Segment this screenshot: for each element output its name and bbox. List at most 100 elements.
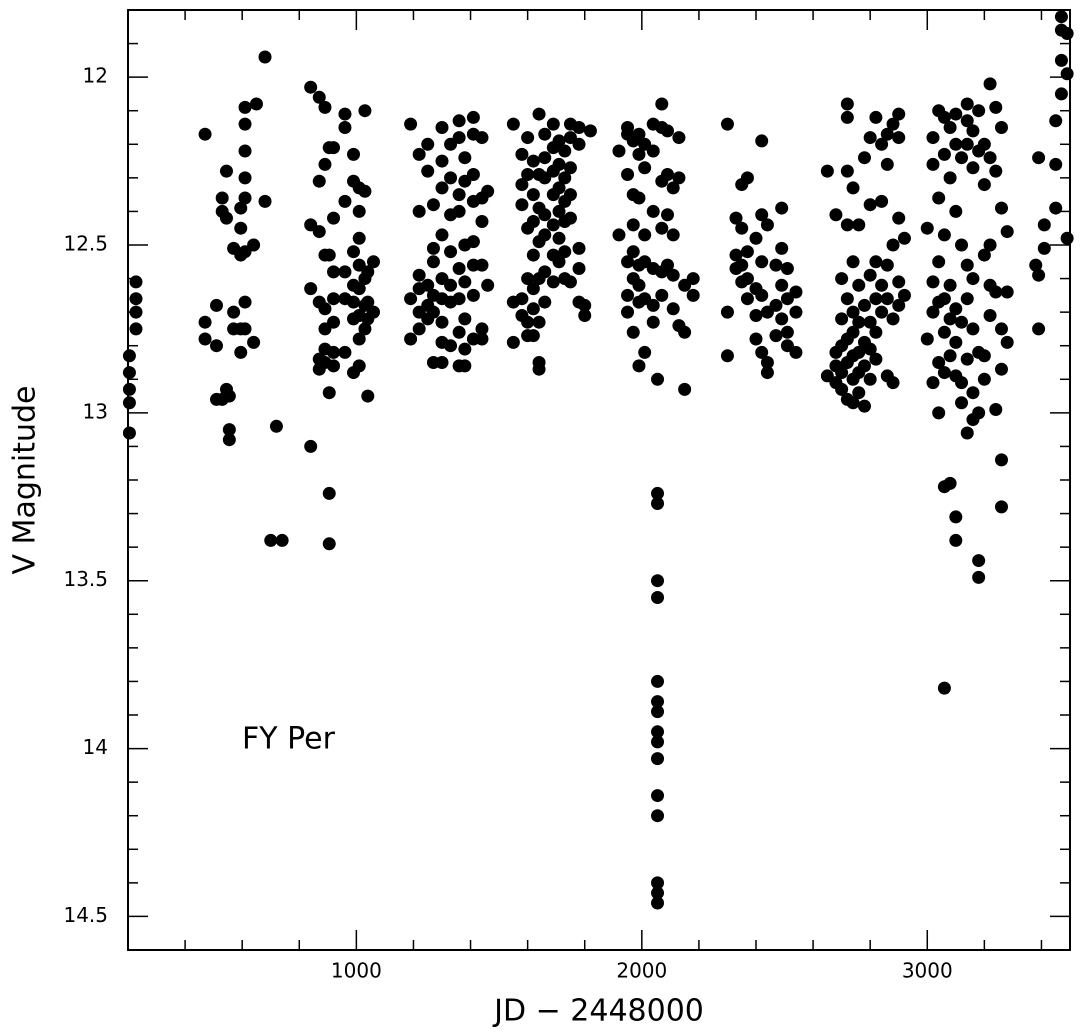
data-point (755, 134, 769, 148)
data-point (651, 486, 665, 500)
data-point (932, 356, 946, 369)
data-point (955, 396, 969, 410)
data-point (1000, 335, 1014, 349)
data-point (526, 282, 540, 296)
data-point (638, 345, 652, 359)
data-point (466, 235, 480, 249)
data-point (506, 117, 520, 131)
data-point (358, 104, 372, 118)
data-point (892, 275, 906, 289)
data-point (977, 349, 991, 363)
data-point (526, 248, 540, 262)
data-point (937, 366, 951, 380)
data-point (892, 107, 906, 121)
data-point (897, 288, 911, 302)
data-point (789, 305, 803, 319)
data-point (238, 100, 252, 114)
data-point (651, 735, 665, 749)
data-point (435, 181, 449, 195)
data-point (960, 292, 974, 306)
data-point (897, 231, 911, 245)
data-point (515, 147, 529, 161)
data-point (435, 315, 449, 329)
data-point (538, 265, 552, 279)
data-point (880, 258, 894, 272)
data-point (435, 356, 449, 369)
data-point (404, 332, 418, 346)
data-point (129, 292, 143, 306)
data-point (347, 147, 361, 161)
data-point (264, 533, 278, 547)
data-point (840, 164, 854, 178)
data-point (1032, 268, 1046, 282)
data-point (886, 312, 900, 326)
data-point (122, 396, 136, 410)
data-point (661, 208, 675, 222)
data-point (740, 292, 754, 306)
data-point (863, 342, 877, 356)
data-point (852, 345, 866, 359)
data-point (886, 117, 900, 131)
x-tick-label: 2000 (616, 959, 667, 983)
data-point (1032, 322, 1046, 336)
data-point (258, 194, 272, 208)
data-point (421, 278, 435, 292)
data-point (943, 278, 957, 292)
data-point (943, 312, 957, 326)
data-point (755, 345, 769, 359)
data-point (892, 131, 906, 145)
data-point (857, 151, 871, 165)
data-point (412, 322, 426, 336)
data-point (327, 292, 341, 306)
data-point (666, 228, 680, 242)
data-point (972, 570, 986, 584)
data-point (563, 275, 577, 289)
data-point (563, 161, 577, 175)
data-point (972, 406, 986, 420)
data-point (444, 339, 458, 353)
data-point (621, 168, 635, 181)
data-point (327, 265, 341, 279)
data-point (852, 278, 866, 292)
data-point (926, 275, 940, 289)
data-point (338, 265, 352, 279)
data-point (994, 121, 1008, 134)
data-point (327, 141, 341, 155)
data-point (960, 97, 974, 111)
data-point (977, 178, 991, 192)
data-point (780, 325, 794, 339)
data-point (209, 339, 223, 353)
data-point (943, 349, 957, 363)
data-point (983, 151, 997, 165)
data-point (578, 309, 592, 322)
data-point (515, 198, 529, 212)
data-point (458, 151, 472, 165)
data-point (686, 288, 700, 302)
data-point (247, 335, 261, 349)
data-point (304, 439, 318, 453)
data-point (122, 382, 136, 396)
data-point (875, 278, 889, 292)
data-point (475, 215, 489, 228)
data-point (943, 476, 957, 490)
data-point (546, 218, 560, 232)
data-point (532, 107, 546, 121)
data-point (835, 382, 849, 396)
data-point (122, 366, 136, 380)
data-point (840, 292, 854, 306)
data-point (651, 789, 665, 803)
data-point (1000, 285, 1014, 299)
data-point (949, 302, 963, 316)
data-point (672, 171, 686, 185)
data-point (949, 335, 963, 349)
data-point (789, 285, 803, 299)
data-point (421, 137, 435, 151)
data-point (749, 231, 763, 245)
data-point (458, 342, 472, 356)
data-point (358, 322, 372, 336)
data-point (366, 255, 380, 269)
data-point (989, 164, 1003, 178)
data-point (219, 211, 233, 225)
data-point (435, 228, 449, 242)
data-point (612, 228, 626, 242)
